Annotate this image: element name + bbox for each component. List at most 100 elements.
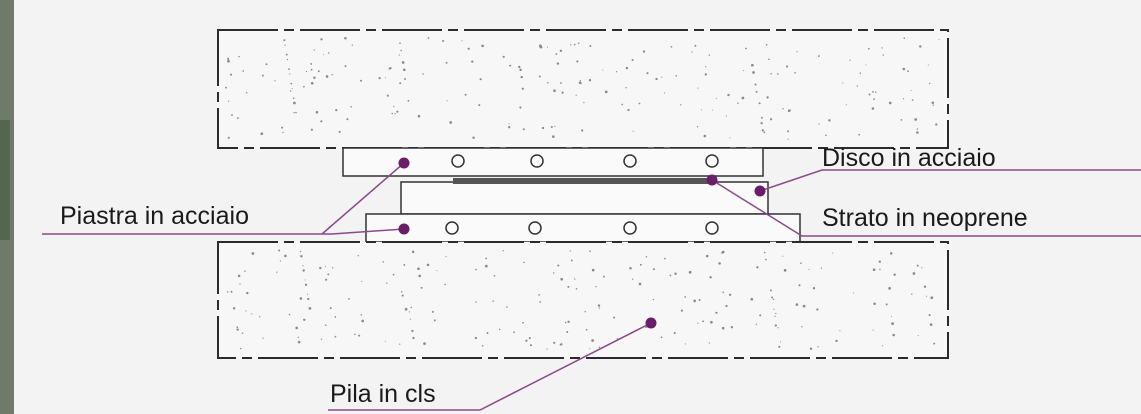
aggregate-dot [232,307,236,310]
aggregate-dot [396,110,399,113]
label-disco-in-acciaio: Disco in acciaio [822,144,996,172]
aggregate-dot [849,59,851,61]
aggregate-dot [422,73,424,75]
upper-concrete-block [217,29,949,149]
aggregate-dot [348,298,350,300]
aggregate-dot [332,267,334,269]
aggregate-dot [772,298,775,301]
aggregate-dot [344,65,347,68]
aggregate-dot [598,346,601,348]
leader-piastra-upper [321,162,405,235]
steel-disc [453,178,711,184]
aggregate-dot [868,93,871,96]
aggregate-dot [402,68,406,72]
aggregate-dot [400,49,402,52]
aggregate-dot [705,254,709,258]
aggregate-dot [559,49,563,53]
aggregate-dot [577,42,580,45]
aggregate-dot [399,82,402,85]
aggregate-dot [417,267,420,271]
aggregate-dot [334,316,337,318]
aggregate-dot [498,328,501,331]
aggregate-dot [758,102,761,105]
aggregate-dot [442,39,445,43]
aggregate-dot [615,71,618,73]
aggregate-dot [274,80,276,82]
aggregate-dot [727,93,730,97]
label-strato-in-neoprene: Strato in neoprene [822,204,1028,232]
aggregate-dot [324,324,327,327]
aggregate-dot [751,63,754,67]
leader-piastra-lower [331,228,405,235]
aggregate-dot [464,93,467,96]
aggregate-dot [602,275,605,278]
aggregate-dot [722,291,725,294]
aggregate-dot [916,131,919,134]
aggregate-dot [639,263,642,266]
aggregate-dot [282,131,284,134]
aggregate-dot [795,303,799,306]
aggregate-dot [652,268,655,271]
aggregate-dot [426,263,430,267]
aggregate-dot [297,336,299,339]
aggregate-dot [570,44,572,46]
aggregate-dot [925,295,928,297]
aggregate-dot [538,44,542,48]
aggregate-dot [708,342,710,344]
aggregate-dot [787,109,791,112]
aggregate-dot [520,75,523,79]
aggregate-dot [589,348,591,350]
aggregate-dot [763,251,766,254]
aggregate-dot [354,333,356,336]
aggregate-dot [670,45,673,48]
aggregate-dot [525,339,528,342]
aggregate-dot [553,272,555,274]
aggregate-dot [293,101,296,105]
aggregate-dot [774,324,777,327]
aggregate-dot [291,87,293,90]
aggregate-dot [403,263,406,266]
aggregate-dot [801,326,803,328]
aggregate-dot [399,343,401,345]
aggregate-dot [911,293,913,295]
marker-dot [398,223,410,235]
aggregate-dot [621,103,624,106]
aggregate-dot [591,268,595,272]
aggregate-dot [818,123,820,125]
aggregate-dot [521,87,524,90]
aggregate-dot [324,265,327,267]
aggregate-dot [700,109,702,111]
aggregate-dot [613,316,616,319]
aggregate-dot [279,260,282,262]
aggregate-dot [245,92,248,94]
aggregate-dot [481,344,484,347]
aggregate-dot [710,320,713,324]
aggregate-dot [306,293,309,295]
aggregate-dot [756,266,759,269]
aggregate-dot [721,326,725,330]
aggregate-dot [481,44,484,48]
aggregate-dot [865,64,867,66]
aggregate-dot [302,269,305,272]
aggregate-dot [566,330,569,334]
marker-dot [754,185,766,197]
aggregate-dot [315,111,319,114]
marker-dot [645,317,657,329]
bolt-hole [530,154,544,168]
leader-strato [711,179,1141,237]
aggregate-dot [236,328,239,331]
aggregate-dot [251,313,253,315]
aggregate-dot [750,297,754,301]
aggregate-dot [705,65,707,68]
aggregate-dot [765,43,768,46]
aggregate-dot [858,133,861,136]
aggregate-dot [575,94,577,96]
aggregate-dot [744,47,747,50]
aggregate-dot [382,261,385,263]
aggregate-dot [932,104,934,106]
aggregate-dot [431,310,434,313]
aggregate-dot [288,313,291,316]
aggregate-dot [393,105,395,108]
aggregate-dot [627,108,630,112]
concrete-speckle-top [225,37,940,140]
